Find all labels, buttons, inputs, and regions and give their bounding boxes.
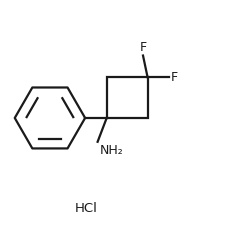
Text: F: F (170, 71, 178, 84)
Text: NH₂: NH₂ (100, 144, 124, 157)
Text: F: F (139, 41, 147, 54)
Text: HCl: HCl (75, 202, 98, 215)
